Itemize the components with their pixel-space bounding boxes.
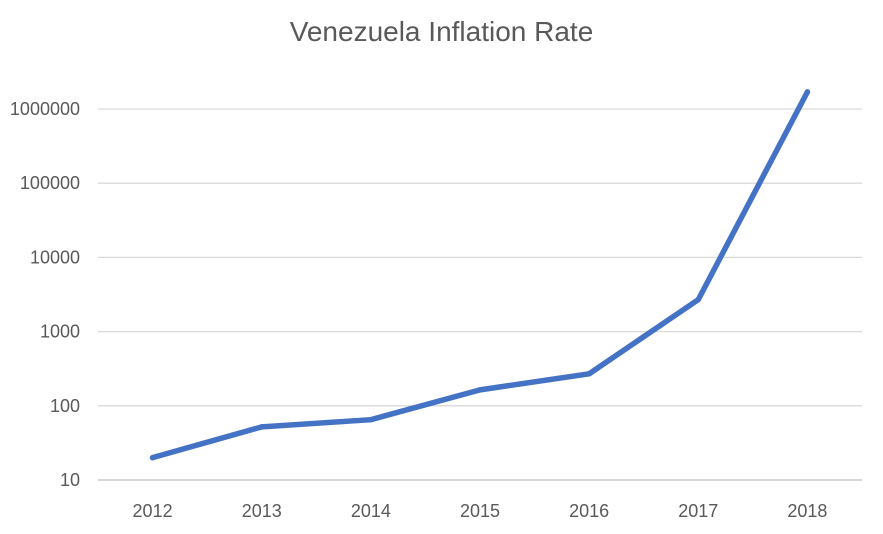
x-tick-label: 2014 [351, 501, 391, 521]
data-point [804, 89, 811, 95]
chart-title: Venezuela Inflation Rate [289, 16, 594, 47]
x-tick-label: 2013 [242, 501, 282, 521]
x-tick-label: 2012 [133, 501, 173, 521]
series-line [149, 89, 811, 461]
y-tick-label: 100000 [20, 173, 80, 193]
data-point [149, 454, 156, 461]
y-tick-label: 1000000 [10, 99, 80, 119]
y-tick-label: 100 [50, 396, 80, 416]
data-point [368, 416, 374, 423]
x-tick-label: 2016 [569, 501, 609, 521]
y-tick-label: 1000 [40, 322, 80, 342]
data-point [695, 296, 701, 303]
y-tick-label: 10 [60, 470, 80, 490]
data-point [259, 424, 265, 430]
y-tick-label: 10000 [30, 247, 80, 267]
data-point [586, 371, 592, 377]
x-tick-label: 2018 [787, 501, 827, 521]
x-tick-label: 2015 [460, 501, 500, 521]
x-tick-label: 2017 [678, 501, 718, 521]
data-point [477, 387, 483, 393]
